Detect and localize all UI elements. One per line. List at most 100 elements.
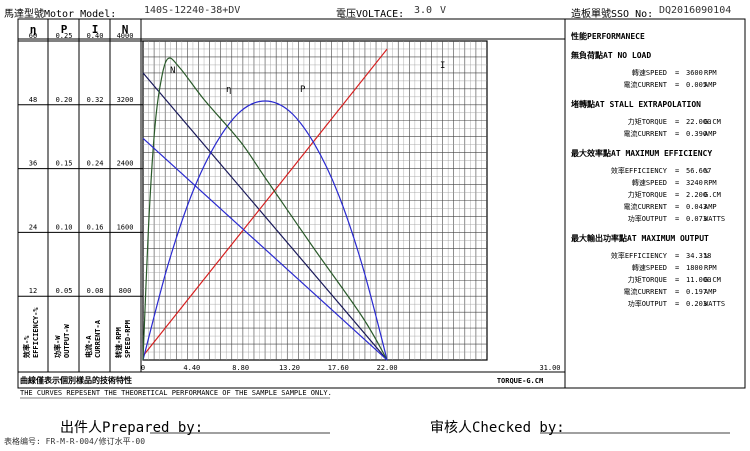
outer-frame xyxy=(17,18,746,389)
performance-row-value: 3240 xyxy=(686,179,703,187)
performance-row-value: 0.043 xyxy=(686,203,707,211)
scale-tick-label: 36 xyxy=(29,160,37,168)
performance-row-unit-label: % xyxy=(704,252,709,260)
scale-tick-label: 0.05 xyxy=(56,287,73,295)
scale-tick-label: 1600 xyxy=(117,223,134,231)
scale-tick-label: 0.16 xyxy=(87,223,104,231)
performance-row-label: 效率EFFICIENCY xyxy=(611,251,668,260)
scale-tick-label: 48 xyxy=(29,96,37,104)
performance-row-unit-label: RPM xyxy=(704,179,717,187)
curve-p xyxy=(142,100,388,361)
scale-tick-label: 0.40 xyxy=(87,32,104,40)
scale-vertical-label: 转速-RPM xyxy=(114,327,123,358)
performance-row-label: 力矩TORQUE xyxy=(628,275,667,284)
curve-n xyxy=(142,72,388,361)
scale-vertical-label: OUTPUT-W xyxy=(63,323,71,358)
performance-row-eq: = xyxy=(675,118,679,126)
performance-row-value: 3600 xyxy=(686,69,703,77)
x-axis-title: TORQUE-G.CM xyxy=(497,377,543,385)
performance-row-eq: = xyxy=(675,69,679,77)
prepared-by-label: 出件人Prepared by: xyxy=(60,420,204,436)
scale-tick-label: 0.10 xyxy=(56,223,73,231)
performance-row-unit-label: AMP xyxy=(704,130,717,138)
voltage-label: 電压VOLTACE: xyxy=(336,9,405,20)
footer-note-cn: 曲線僅表示個別樣品的技術特性 xyxy=(20,375,132,385)
performance-section-title: 最大效率點AT MAXIMUM EFFICIENCY xyxy=(571,148,712,158)
performance-row-eq: = xyxy=(675,179,679,187)
performance-row-eq: = xyxy=(675,167,679,175)
voltage-unit: V xyxy=(440,5,447,16)
scale-tick-label: 2400 xyxy=(117,160,134,168)
performance-row-label: 力矩TORQUE xyxy=(628,117,667,126)
performance-row-unit-label: AMP xyxy=(704,288,717,296)
performance-row-unit-label: G.CM xyxy=(704,191,721,199)
performance-section-title: 最大輸出功率點AT MAXIMUM OUTPUT xyxy=(571,233,709,243)
performance-row-label: 轉速SPEED xyxy=(632,68,667,77)
scale-vertical-label: CURRENT-A xyxy=(94,319,102,358)
curve-label: N xyxy=(170,66,175,76)
scale-vertical-label: SPEED-RPM xyxy=(124,320,132,358)
scale-vertical-label: EFFICIENCY-% xyxy=(32,307,40,358)
x-tick-label: 8.80 xyxy=(232,364,249,372)
scale-vertical-label: 效率-% xyxy=(22,335,31,358)
performance-row-label: 電流CURRENT xyxy=(623,129,667,138)
x-tick-label: 0 xyxy=(141,364,145,372)
x-tick-label: 13.20 xyxy=(279,364,300,372)
curve-i xyxy=(142,48,388,357)
scale-tick-label: 800 xyxy=(119,287,132,295)
performance-row-value: 56.607 xyxy=(686,167,711,175)
performance-row-value: 22.000 xyxy=(686,118,711,126)
performance-row-unit-label: G.CM xyxy=(704,118,721,126)
performance-row-label: 力矩TORQUE xyxy=(628,190,667,199)
performance-row-value: 0.005 xyxy=(686,81,707,89)
performance-row-label: 轉速SPEED xyxy=(632,178,667,187)
curve-label: η xyxy=(226,85,231,95)
performance-row-eq: = xyxy=(675,288,679,296)
performance-row-unit-label: RPM xyxy=(704,69,717,77)
performance-row-value: 11.000 xyxy=(686,276,711,284)
performance-row-unit-label: G.CM xyxy=(704,276,721,284)
x-tick-label: 4.40 xyxy=(183,364,200,372)
performance-row-value: 0.197 xyxy=(686,288,707,296)
performance-row-label: 轉速SPEED xyxy=(632,263,667,272)
scale-tick-label: 4000 xyxy=(117,32,134,40)
curve-aux-4 xyxy=(142,137,388,361)
motor-model-value: 140S-12240-38+DV xyxy=(144,5,241,16)
sso-value: DQ2016090104 xyxy=(659,5,732,16)
scale-tick-label: 0.25 xyxy=(56,32,73,40)
scale-header-0: η xyxy=(30,23,37,36)
scale-header-1: P xyxy=(61,23,68,36)
x-tick-label: 31.00 xyxy=(539,364,560,372)
performance-row-eq: = xyxy=(675,264,679,272)
performance-row-value: 0.073 xyxy=(686,215,707,223)
performance-row-unit-label: WATTS xyxy=(704,215,725,223)
performance-row-label: 電流CURRENT xyxy=(623,287,667,296)
scale-header-2: I xyxy=(92,23,99,36)
performance-row-unit-label: WATTS xyxy=(704,300,725,308)
performance-row-value: 1800 xyxy=(686,264,703,272)
scale-tick-label: 0.24 xyxy=(87,160,104,168)
scale-tick-label: 60 xyxy=(29,32,37,40)
scale-tick-label: 12 xyxy=(29,287,37,295)
performance-row-value: 2.200 xyxy=(686,191,707,199)
performance-row-label: 效率EFFICIENCY xyxy=(611,166,668,175)
performance-section-title: 無負荷點AT NO LOAD xyxy=(571,50,651,60)
footer-note-en: THE CURVES REPESENT THE THEORETICAL PERF… xyxy=(20,389,332,397)
performance-row-value: 0.390 xyxy=(686,130,707,138)
performance-row-eq: = xyxy=(675,276,679,284)
curve-label: I xyxy=(440,61,445,71)
scale-vertical-label: 功率-W xyxy=(53,335,62,358)
performance-row-unit-label: RPM xyxy=(704,264,717,272)
performance-row-eq: = xyxy=(675,215,679,223)
performance-row-eq: = xyxy=(675,130,679,138)
x-tick-label: 22.00 xyxy=(377,364,398,372)
performance-row-eq: = xyxy=(675,191,679,199)
x-tick-label: 17.60 xyxy=(328,364,349,372)
curve-label: P xyxy=(300,85,306,95)
performance-row-eq: = xyxy=(675,203,679,211)
scale-tick-label: 0.32 xyxy=(87,96,104,104)
performance-row-label: 功率OUTPUT xyxy=(628,299,668,308)
scale-tick-label: 24 xyxy=(29,223,37,231)
scale-tick-label: 0.20 xyxy=(56,96,73,104)
performance-row-eq: = xyxy=(675,81,679,89)
